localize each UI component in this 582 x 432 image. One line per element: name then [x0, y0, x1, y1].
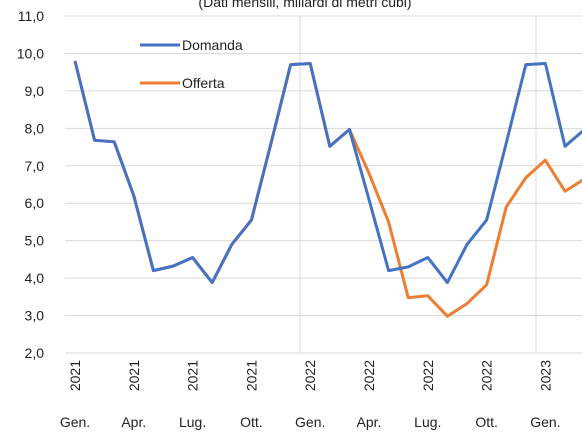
y-tick-label: 6,0 [25, 195, 45, 211]
chart-subtitle: (Dati mensili, miliardi di metri cubi) [198, 0, 411, 10]
x-tick-month: Gen. [530, 414, 560, 430]
x-tick-year: 2022 [361, 360, 377, 391]
x-tick-month: Gen. [60, 414, 90, 430]
legend-label: Offerta [182, 75, 225, 91]
x-tick-month: Lug. [179, 414, 206, 430]
legend-label: Domanda [182, 37, 243, 53]
x-tick-year: 2021 [67, 360, 83, 391]
x-tick-year: 2021 [243, 360, 259, 391]
y-tick-label: 8,0 [25, 120, 45, 136]
y-tick-label: 9,0 [25, 83, 45, 99]
y-tick-label: 5,0 [25, 233, 45, 249]
x-tick-month: Lug. [414, 414, 441, 430]
y-tick-label: 3,0 [25, 308, 45, 324]
x-tick-month: Ott. [475, 414, 498, 430]
y-tick-label: 2,0 [25, 345, 45, 361]
x-tick-year: 2022 [302, 360, 318, 391]
y-tick-label: 7,0 [25, 158, 45, 174]
x-tick-month: Ott. [240, 414, 263, 430]
x-tick-month: Apr. [121, 414, 146, 430]
x-tick-year: 2023 [537, 360, 553, 391]
series-line [73, 60, 582, 285]
y-tick-label: 11,0 [18, 8, 44, 24]
x-tick-year: 2022 [420, 360, 436, 391]
x-tick-month: Apr. [357, 414, 382, 430]
y-tick-label: 4,0 [25, 270, 45, 286]
x-tick-year: 2022 [479, 360, 495, 391]
x-tick-month: Gen. [295, 414, 325, 430]
x-tick-year: 2021 [126, 360, 142, 391]
x-tick-year: 2021 [185, 360, 201, 391]
y-tick-label: 10,0 [17, 45, 44, 61]
